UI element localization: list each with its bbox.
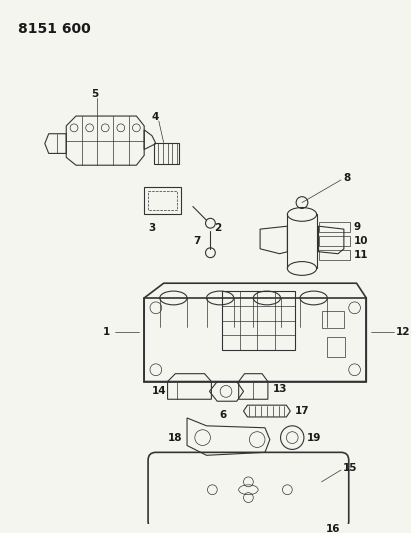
- Text: 15: 15: [343, 463, 358, 473]
- Text: 19: 19: [307, 433, 321, 442]
- Bar: [323, 311, 344, 328]
- Text: 9: 9: [353, 222, 361, 232]
- Text: 1: 1: [103, 327, 111, 337]
- Text: 6: 6: [219, 410, 226, 420]
- Bar: [154, 143, 179, 164]
- Bar: [327, 337, 345, 357]
- Bar: [242, 525, 248, 533]
- Bar: [319, 250, 350, 260]
- Text: 5: 5: [92, 90, 99, 100]
- Text: 16: 16: [326, 524, 340, 533]
- Text: 8151 600: 8151 600: [18, 22, 90, 36]
- Bar: [148, 191, 177, 211]
- Bar: [222, 291, 295, 350]
- Text: 3: 3: [148, 223, 155, 233]
- Text: 14: 14: [152, 386, 166, 397]
- Text: 11: 11: [353, 249, 368, 260]
- Text: 18: 18: [168, 433, 182, 442]
- Text: 13: 13: [273, 384, 287, 394]
- Text: 4: 4: [152, 112, 159, 122]
- Text: 12: 12: [395, 327, 410, 337]
- Bar: [319, 222, 350, 232]
- Bar: [144, 187, 181, 214]
- Text: 2: 2: [214, 223, 222, 233]
- Text: 8: 8: [343, 173, 350, 183]
- Text: 7: 7: [193, 236, 200, 246]
- Bar: [144, 298, 366, 382]
- Bar: [319, 236, 350, 246]
- Text: 10: 10: [353, 236, 368, 246]
- Text: 17: 17: [295, 406, 310, 416]
